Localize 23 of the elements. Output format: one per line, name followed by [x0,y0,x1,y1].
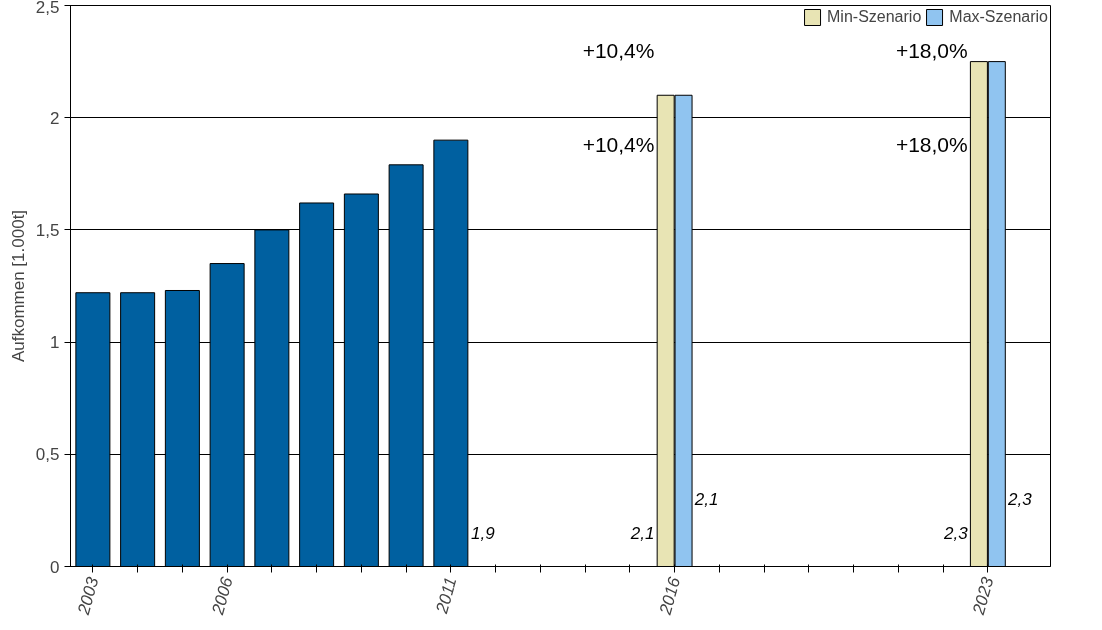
y-tick-label: 1,5 [35,220,60,240]
data-label: 2,3 [943,523,969,543]
x-tick-label: 2006 [208,574,237,618]
x-tick-label: 2011 [432,575,461,617]
y-axis-title: Aufkommen [1.000t] [8,209,28,363]
data-label: 1,9 [471,523,496,543]
annotation: +10,4% [582,133,655,157]
y-tick-label: 0 [50,557,60,577]
annotation: +10,4% [582,38,655,62]
x-tick-label: 2016 [655,574,685,618]
x-tick-label: 2023 [968,574,998,618]
y-tick-label: 0,5 [35,445,60,465]
y-tick-label: 1 [50,333,60,353]
data-label: 2,1 [693,490,719,510]
x-tick-label: 2003 [73,574,103,618]
y-tick-label: 2,5 [35,0,60,17]
data-label: 2,3 [1006,490,1033,510]
y-tick-label: 2 [50,108,60,128]
legend-label: Min-Szenario [827,8,922,26]
data-label: 2,1 [629,523,655,543]
annotation: +18,0% [895,38,968,62]
legend-label: Max-Szenario [949,8,1048,26]
annotation: +18,0% [895,133,968,157]
